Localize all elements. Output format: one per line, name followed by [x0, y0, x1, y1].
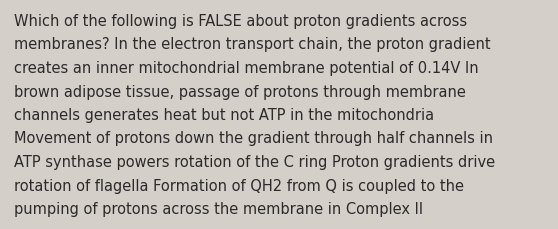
Text: pumping of protons across the membrane in Complex II: pumping of protons across the membrane i… [14, 201, 423, 216]
Text: brown adipose tissue, passage of protons through membrane: brown adipose tissue, passage of protons… [14, 84, 466, 99]
Text: Movement of protons down the gradient through half channels in: Movement of protons down the gradient th… [14, 131, 493, 146]
Text: Which of the following is FALSE about proton gradients across: Which of the following is FALSE about pr… [14, 14, 467, 29]
Text: ATP synthase powers rotation of the C ring Proton gradients drive: ATP synthase powers rotation of the C ri… [14, 154, 495, 169]
Text: channels generates heat but not ATP in the mitochondria: channels generates heat but not ATP in t… [14, 108, 434, 123]
Text: membranes? In the electron transport chain, the proton gradient: membranes? In the electron transport cha… [14, 37, 490, 52]
Text: creates an inner mitochondrial membrane potential of 0.14V In: creates an inner mitochondrial membrane … [14, 61, 479, 76]
Text: rotation of flagella Formation of QH2 from Q is coupled to the: rotation of flagella Formation of QH2 fr… [14, 178, 464, 193]
